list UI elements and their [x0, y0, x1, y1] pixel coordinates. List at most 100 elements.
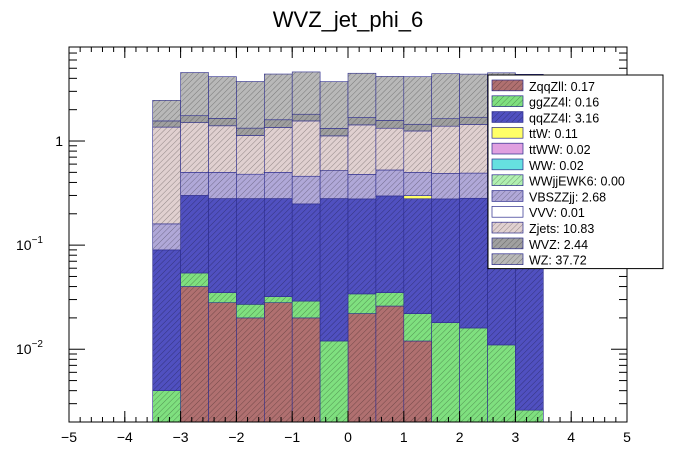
bar-ggZZ4l-bin-2	[208, 292, 237, 303]
bar-ZqqZll-bin-7	[347, 313, 377, 423]
bar-VBSZZjj-bin-6	[319, 170, 349, 199]
bar-Zjets-bin-2	[208, 125, 237, 173]
x-tick-label: 4	[567, 429, 575, 445]
bar-Zjets-bin-6	[319, 135, 349, 171]
bar-ZqqZll-bin-4	[263, 302, 293, 423]
bar-WZ-bin-10	[431, 73, 460, 120]
bar-WVZ-bin-4	[263, 119, 293, 128]
bar-ZqqZll-bin-2	[208, 302, 237, 423]
bar-WVZ-bin-9	[403, 123, 432, 132]
x-tick-label: 3	[512, 429, 520, 445]
bar-ggZZ4l-bin-9	[403, 313, 432, 342]
bar-ggZZ4l-bin-10	[431, 322, 460, 423]
bar-qqZZ4l-bin-11	[459, 197, 488, 329]
bar-qqZZ4l-bin-7	[347, 198, 377, 295]
bar-WZ-bin-1	[180, 72, 209, 117]
bar-WZ-bin-2	[208, 76, 237, 119]
bar-Zjets-bin-4	[263, 127, 293, 173]
bar-ZqqZll-bin-3	[236, 317, 265, 423]
x-tick-label: 1	[400, 429, 408, 445]
bar-Zjets-bin-7	[347, 124, 377, 175]
chart-title: WVZ_jet_phi_6	[273, 7, 423, 32]
axes: −5 −4 −3 −2 −1 0 1 2 3 4 5 1 10−1 10−2	[16, 46, 631, 445]
legend-entry-ZqqZll: ZqqZll: 0.17	[529, 80, 595, 94]
bar-qqZZ4l-bin-6	[319, 198, 349, 342]
legend-entry-ttWW: ttWW: 0.02	[529, 143, 591, 157]
x-tick-label: −1	[284, 429, 300, 445]
bar-VBSZZjj-bin-1	[180, 172, 209, 196]
legend-entry-Zjets: Zjets: 10.83	[529, 222, 594, 236]
bar-Zjets-bin-3	[236, 135, 265, 175]
bar-ZqqZll-bin-9	[403, 340, 432, 423]
bar-qqZZ4l-bin-4	[263, 198, 293, 297]
legend-swatch-VBSZZjj	[491, 190, 524, 202]
bar-ggZZ4l-bin-4	[263, 296, 293, 303]
bar-ZqqZll-bin-1	[180, 286, 209, 423]
bar-ggZZ4l-bin-6	[319, 340, 349, 423]
bar-WVZ-bin-2	[208, 118, 237, 127]
legend-swatch-ttWW	[491, 142, 524, 155]
legend-entry-ggZZ4l: ggZZ4l: 0.16	[529, 96, 599, 110]
legend-entry-WVZ: WVZ: 2.44	[529, 238, 588, 252]
x-tick-label: −5	[61, 429, 77, 445]
bar-qqZZ4l-bin-3	[236, 198, 265, 305]
bar-Zjets-bin-9	[403, 130, 432, 173]
bar-qqZZ4l-bin-9	[403, 198, 432, 314]
bar-WVZ-bin-7	[347, 117, 377, 126]
bar-WZ-bin-5	[291, 71, 321, 115]
legend-swatch-ttW	[491, 127, 524, 139]
bar-ZqqZll-bin-5	[291, 317, 321, 423]
legend-entry-ttW: ttW: 0.11	[529, 127, 578, 141]
legend-swatch-WZ	[491, 253, 524, 265]
series-ttW	[403, 195, 432, 200]
bar-ggZZ4l-bin-7	[347, 293, 377, 314]
bar-VBSZZjj-bin-3	[236, 173, 265, 199]
bar-WZ-bin-11	[459, 73, 488, 118]
bar-WZ-bin-7	[347, 72, 377, 118]
bar-ZqqZll-bin-8	[375, 305, 405, 423]
x-tick-label: 0	[344, 429, 352, 445]
bar-Zjets-bin-1	[180, 122, 209, 173]
legend-entry-VVV: VVV: 0.01	[529, 206, 585, 220]
bar-VBSZZjj-bin-10	[431, 173, 460, 200]
legend-swatch-WW	[491, 158, 524, 171]
bar-WVZ-bin-3	[236, 127, 265, 136]
bar-VBSZZjj-bin-2	[208, 172, 237, 199]
bar-VBSZZjj-bin-9	[403, 172, 432, 196]
legend-swatch-WVZ	[491, 237, 524, 250]
bar-VBSZZjj-bin-8	[375, 169, 405, 197]
bar-WZ-bin-4	[263, 73, 293, 121]
bar-WZ-bin-3	[236, 81, 265, 129]
bar-VBSZZjj-bin-5	[291, 175, 321, 205]
bar-WZ-bin-9	[403, 76, 432, 125]
bar-qqZZ4l-bin-5	[291, 203, 321, 302]
bar-ttW-bin-9	[403, 195, 432, 200]
legend-swatch-VVV	[491, 206, 524, 218]
bar-VBSZZjj-bin-0	[152, 223, 181, 251]
legend-swatch-Zjets	[491, 221, 524, 234]
bar-Zjets-bin-5	[291, 120, 321, 177]
y-tick-label: 10−2	[16, 339, 43, 357]
bar-ggZZ4l-bin-13	[515, 409, 544, 423]
x-tick-label: −4	[117, 429, 133, 445]
bar-qqZZ4l-bin-10	[431, 198, 460, 323]
histogram-bars	[152, 71, 544, 423]
bar-ggZZ4l-bin-3	[236, 304, 265, 319]
legend-box	[487, 74, 664, 270]
bar-qqZZ4l-bin-1	[180, 195, 209, 274]
legend-swatch-qqZZ4l	[491, 111, 524, 123]
bar-qqZZ4l-bin-2	[208, 198, 237, 293]
x-tick-label: 2	[456, 429, 464, 445]
x-tick-label: 5	[623, 429, 631, 445]
legend-entry-VBSZZjj: VBSZZjj: 2.68	[529, 190, 606, 204]
bar-Zjets-bin-8	[375, 127, 405, 171]
bar-ggZZ4l-bin-11	[459, 327, 488, 423]
legend-swatch-ZqqZll	[491, 79, 524, 92]
bar-WVZ-bin-6	[319, 128, 349, 137]
legend-swatch-WWjjEWK6	[491, 174, 524, 186]
series-ZqqZll	[180, 286, 432, 423]
bar-qqZZ4l-bin-0	[152, 249, 181, 391]
bar-WZ-bin-6	[319, 81, 349, 129]
